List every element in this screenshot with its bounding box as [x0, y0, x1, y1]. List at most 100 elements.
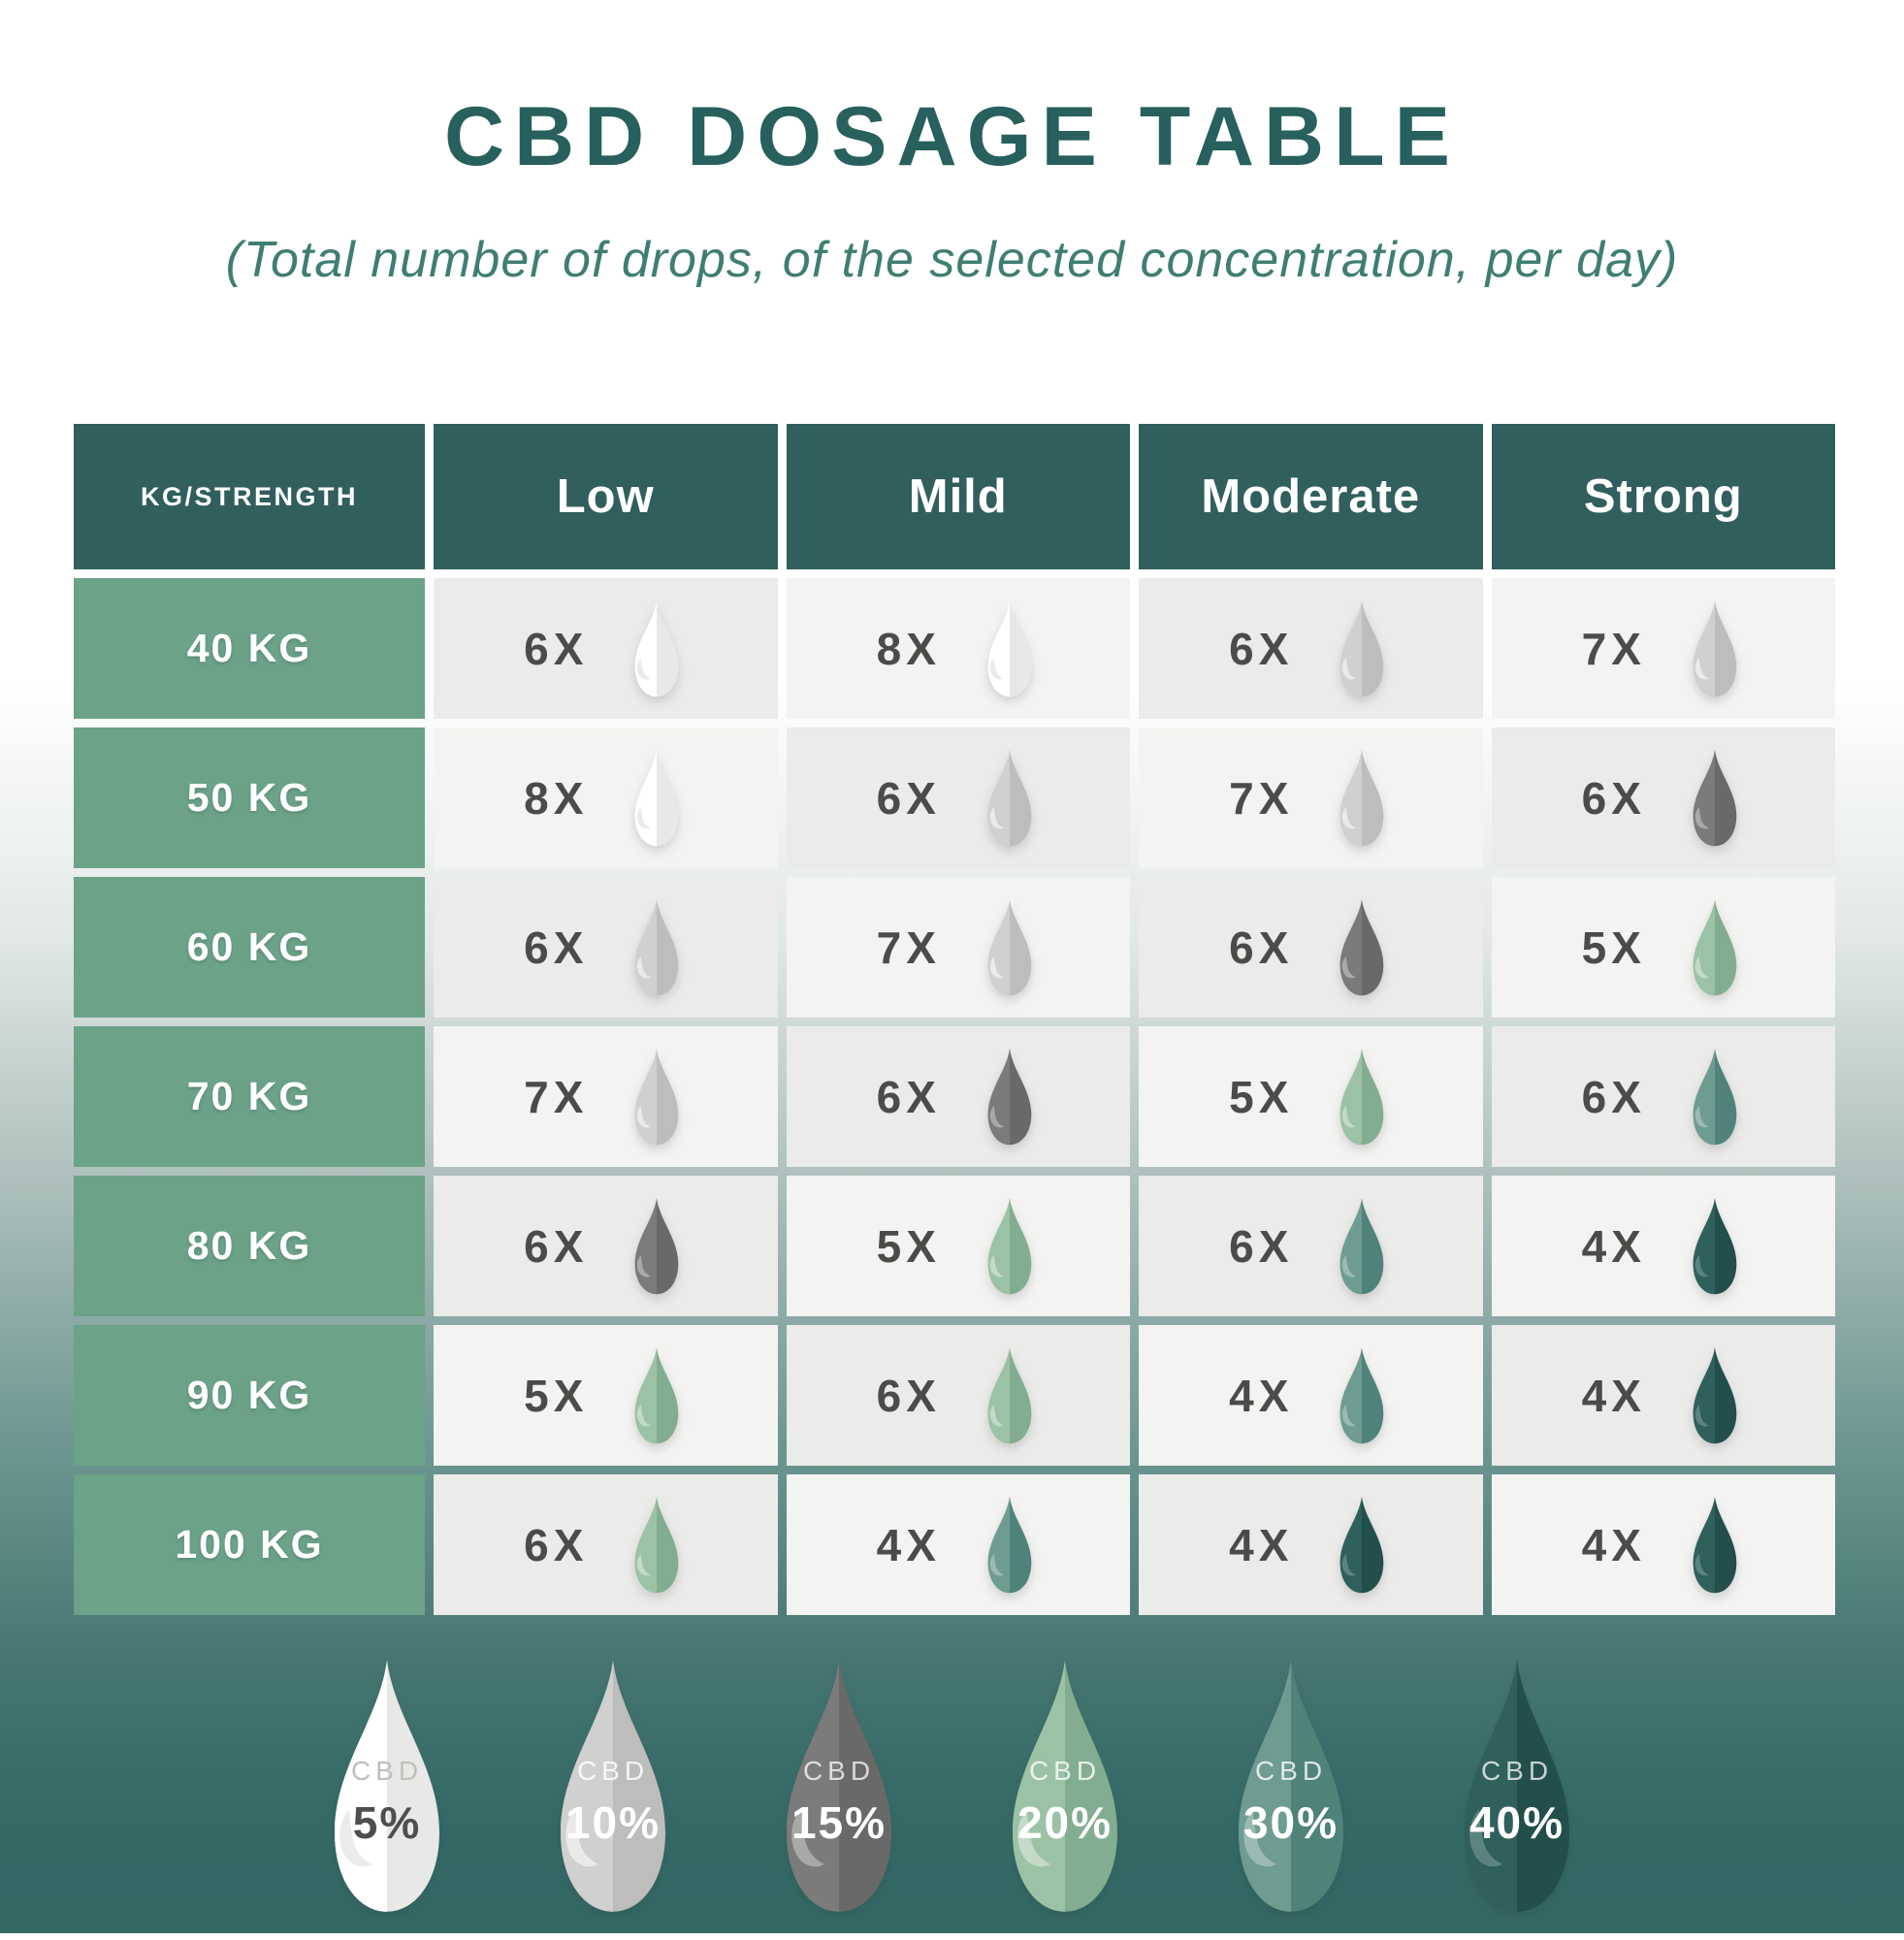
- dose-cell-60kg-strong: 5X: [1491, 877, 1835, 1018]
- drop-icon: [1340, 599, 1384, 696]
- dose-cell-70kg-strong: 6X: [1491, 1026, 1835, 1167]
- dose-count: 6X: [876, 1370, 941, 1421]
- dose-count: 6X: [876, 1071, 941, 1122]
- dose-count: 4X: [1581, 1370, 1646, 1421]
- dose-cell-100kg-mild: 4X: [786, 1474, 1130, 1615]
- dose-count: 6X: [1581, 772, 1646, 824]
- drop-icon: [635, 1197, 679, 1294]
- dose-cell-50kg-strong: 6X: [1491, 728, 1835, 868]
- drop-icon: [987, 1197, 1032, 1294]
- legend-cbd-label: CBD: [802, 1756, 876, 1786]
- weight-label-40kg: 40 KG: [74, 578, 425, 719]
- legend: CBD 5% CBD 10% CBD 15% CBD 20% CBD 30% CBD 40%: [0, 1655, 1904, 1919]
- dose-cell-60kg-low: 6X: [434, 877, 778, 1018]
- dose-count: 6X: [1229, 922, 1294, 973]
- legend-percent: 40%: [1468, 1797, 1565, 1848]
- drop-icon: [635, 749, 679, 846]
- drop-icon: [1693, 1346, 1737, 1443]
- page-subtitle: (Total number of drops, of the selected …: [225, 232, 1679, 288]
- legend-label: CBD 40%: [1444, 1756, 1590, 1849]
- dose-cell-40kg-strong: 7X: [1491, 578, 1835, 719]
- dose-count: 5X: [1229, 1071, 1294, 1122]
- dose-count: 8X: [876, 623, 941, 674]
- weight-label-80kg: 80 KG: [74, 1176, 425, 1316]
- page-title: CBD DOSAGE TABLE: [443, 90, 1461, 183]
- drop-icon: [1340, 1496, 1384, 1593]
- dose-cell-50kg-mild: 6X: [786, 728, 1130, 868]
- drop-icon: [635, 599, 679, 696]
- dose-count: 6X: [524, 1519, 589, 1570]
- legend-item-10pct: CBD 10%: [540, 1655, 686, 1919]
- column-header-moderate: Moderate: [1139, 424, 1483, 569]
- legend-cbd-label: CBD: [1028, 1756, 1102, 1786]
- dose-count: 6X: [1229, 623, 1294, 674]
- drop-icon: [1340, 1346, 1384, 1443]
- weight-label-60kg: 60 KG: [74, 877, 425, 1018]
- dose-cell-70kg-low: 7X: [434, 1026, 778, 1167]
- dose-cell-80kg-moderate: 6X: [1139, 1176, 1483, 1316]
- legend-label: CBD 30%: [1218, 1756, 1364, 1849]
- weight-label-90kg: 90 KG: [74, 1325, 425, 1466]
- dose-cell-100kg-strong: 4X: [1491, 1474, 1835, 1615]
- column-header-strong: Strong: [1491, 424, 1835, 569]
- dose-count: 4X: [1581, 1519, 1646, 1570]
- drop-icon: [987, 1048, 1032, 1145]
- dose-cell-100kg-moderate: 4X: [1139, 1474, 1483, 1615]
- drop-icon: [1340, 1048, 1384, 1145]
- drop-icon: [1693, 749, 1737, 846]
- dose-cell-90kg-low: 5X: [434, 1325, 778, 1466]
- dose-cell-40kg-moderate: 6X: [1139, 578, 1483, 719]
- dose-count: 6X: [524, 922, 589, 973]
- drop-icon: [1693, 898, 1737, 995]
- legend-cbd-label: CBD: [1480, 1756, 1554, 1786]
- legend-percent: 20%: [1017, 1797, 1113, 1848]
- legend-item-5pct: CBD 5%: [314, 1655, 460, 1919]
- legend-item-30pct: CBD 30%: [1218, 1655, 1364, 1919]
- drop-icon: [1693, 599, 1737, 696]
- dose-count: 8X: [524, 772, 589, 824]
- dose-cell-100kg-low: 6X: [434, 1474, 778, 1615]
- weight-label-100kg: 100 KG: [74, 1474, 425, 1615]
- drop-icon: [635, 1048, 679, 1145]
- legend-percent: 15%: [791, 1797, 887, 1848]
- dose-count: 5X: [1581, 922, 1646, 973]
- drop-icon: [987, 1346, 1032, 1443]
- legend-item-20pct: CBD 20%: [992, 1655, 1138, 1919]
- dose-count: 6X: [1581, 1071, 1646, 1122]
- dose-cell-50kg-low: 8X: [434, 728, 778, 868]
- weight-label-70kg: 70 KG: [74, 1026, 425, 1167]
- drop-icon: [1465, 1660, 1569, 1912]
- legend-percent: 10%: [565, 1797, 662, 1848]
- drop-icon: [1693, 1496, 1737, 1593]
- dose-count: 7X: [1581, 623, 1646, 674]
- dose-count: 4X: [1229, 1519, 1294, 1570]
- column-header-mild: Mild: [786, 424, 1130, 569]
- legend-item-15pct: CBD 15%: [766, 1655, 912, 1919]
- dose-cell-50kg-moderate: 7X: [1139, 728, 1483, 868]
- dose-count: 6X: [524, 1220, 589, 1272]
- drop-icon: [987, 749, 1032, 846]
- legend-cbd-label: CBD: [350, 1756, 424, 1786]
- drop-icon: [1340, 749, 1384, 846]
- drop-icon: [787, 1660, 891, 1912]
- dose-cell-90kg-moderate: 4X: [1139, 1325, 1483, 1466]
- dose-count: 4X: [1229, 1370, 1294, 1421]
- drop-icon: [1239, 1660, 1343, 1912]
- dose-count: 4X: [1581, 1220, 1646, 1272]
- legend-label: CBD 15%: [766, 1756, 912, 1849]
- drop-icon: [335, 1660, 439, 1912]
- dose-count: 5X: [876, 1220, 941, 1272]
- legend-label: CBD 20%: [992, 1756, 1138, 1849]
- legend-percent: 5%: [352, 1797, 422, 1848]
- dosage-table: KG/STRENGTH Low Mild Moderate Strong 40 …: [74, 424, 1835, 1615]
- dose-cell-70kg-mild: 6X: [786, 1026, 1130, 1167]
- drop-icon: [987, 1496, 1032, 1593]
- drop-icon: [1340, 1197, 1384, 1294]
- dose-count: 5X: [524, 1370, 589, 1421]
- drop-icon: [561, 1660, 665, 1912]
- drop-icon: [1693, 1197, 1737, 1294]
- legend-cbd-label: CBD: [576, 1756, 650, 1786]
- legend-label: CBD 5%: [314, 1756, 460, 1849]
- dose-cell-90kg-mild: 6X: [786, 1325, 1130, 1466]
